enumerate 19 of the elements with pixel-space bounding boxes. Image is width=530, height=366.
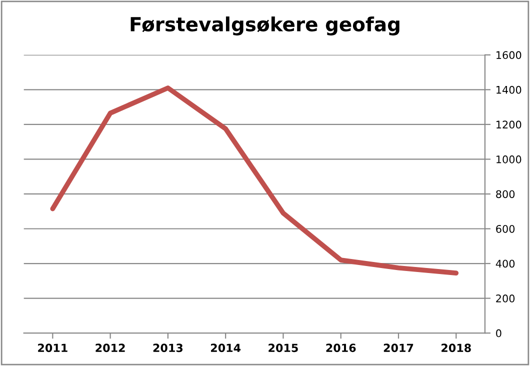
- y-tick-label: 1200: [496, 120, 522, 129]
- chart-title: Førstevalgsøkere geofag: [130, 16, 400, 36]
- x-tick-label: 2012: [96, 344, 125, 352]
- x-tick-label: 2015: [268, 344, 298, 352]
- y-tick-label: 600: [496, 224, 515, 233]
- x-tick-label: 2018: [442, 344, 471, 352]
- x-tick-label: 2011: [38, 344, 68, 352]
- x-tick-label: 2013: [153, 344, 183, 352]
- y-tick-label: 200: [496, 294, 515, 302]
- y-tick-label: 1400: [496, 86, 522, 94]
- y-tick-label: 800: [496, 190, 515, 198]
- y-tick-label: 0: [496, 329, 502, 338]
- y-tick-label: 400: [496, 260, 515, 268]
- x-tick-label: 2014: [211, 344, 241, 352]
- line-series: [50, 86, 459, 276]
- y-tick-label: 1600: [496, 51, 522, 60]
- x-tick-label: 2016: [326, 344, 356, 352]
- y-tick-label: 1000: [496, 155, 522, 164]
- x-tick-label: 2017: [384, 344, 414, 352]
